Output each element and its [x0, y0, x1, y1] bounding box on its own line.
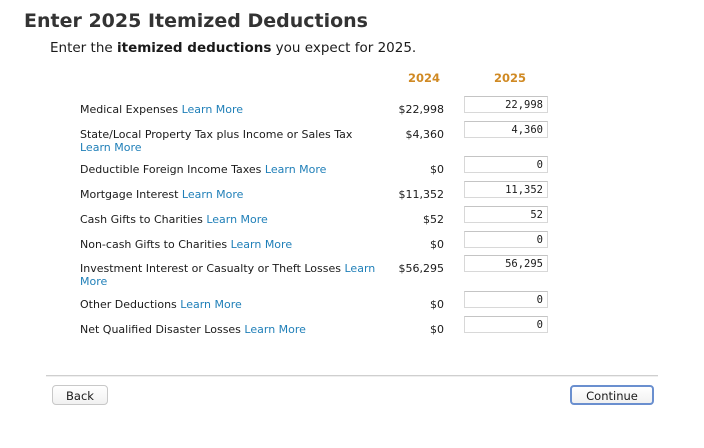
amount-input-disaster-losses[interactable] [464, 316, 548, 333]
amount-input-state-local-tax[interactable] [464, 121, 548, 138]
prior-year-value: $52 [423, 213, 444, 226]
back-button[interactable]: Back [52, 385, 108, 405]
row-label-text: Mortgage Interest [80, 188, 179, 201]
amount-input-mortgage-interest[interactable] [464, 181, 548, 198]
page-title: Enter 2025 Itemized Deductions [24, 10, 368, 32]
row-label-text: Other Deductions [80, 298, 177, 311]
row-label: State/Local Property Tax plus Income or … [80, 128, 380, 154]
prior-year-value: $11,352 [398, 188, 445, 201]
learn-more-link[interactable]: Learn More [244, 323, 306, 336]
amount-input-foreign-income-taxes[interactable] [464, 156, 548, 173]
amount-input-medical-expenses[interactable] [464, 96, 548, 113]
column-header-2025: 2025 [494, 71, 527, 85]
row-label: Mortgage Interest Learn More [80, 188, 380, 201]
subtitle-suffix: you expect for 2025. [271, 40, 417, 56]
row-label: Other Deductions Learn More [80, 298, 380, 311]
amount-input-investment-interest[interactable] [464, 255, 548, 272]
subtitle-bold: itemized deductions [116, 40, 272, 56]
subtitle: Enter the itemized deductions you expect… [50, 40, 416, 56]
row-label: Investment Interest or Casualty or Theft… [80, 262, 380, 288]
learn-more-link[interactable]: Learn More [80, 141, 142, 154]
prior-year-value: $4,360 [405, 128, 445, 141]
row-label-text: Cash Gifts to Charities [80, 213, 203, 226]
row-label: Cash Gifts to Charities Learn More [80, 213, 380, 226]
row-label: Medical Expenses Learn More [80, 103, 380, 116]
row-label-text: Deductible Foreign Income Taxes [80, 163, 262, 176]
learn-more-link[interactable]: Learn More [180, 298, 242, 311]
amount-input-other-deductions[interactable] [464, 291, 548, 308]
learn-more-link[interactable]: Learn More [181, 188, 244, 201]
prior-year-value: $0 [430, 163, 444, 176]
row-label-text: Net Qualified Disaster Losses [80, 323, 241, 336]
row-label-text: State/Local Property Tax plus Income or … [80, 128, 353, 141]
learn-more-link[interactable]: Learn More [206, 213, 268, 226]
prior-year-value: $56,295 [398, 262, 445, 275]
row-label-text: Investment Interest or Casualty or Theft… [80, 262, 341, 275]
amount-input-cash-gifts[interactable] [464, 206, 548, 223]
prior-year-value: $0 [430, 298, 444, 311]
row-label: Deductible Foreign Income Taxes Learn Mo… [80, 163, 380, 176]
row-label: Net Qualified Disaster Losses Learn More [80, 323, 380, 336]
learn-more-link[interactable]: Learn More [264, 163, 327, 176]
footer-divider [46, 375, 658, 376]
learn-more-link[interactable]: Learn More [80, 262, 376, 288]
prior-year-value: $0 [430, 238, 444, 251]
prior-year-value: $0 [430, 323, 444, 336]
row-label: Non-cash Gifts to Charities Learn More [80, 238, 380, 251]
subtitle-prefix: Enter the [50, 40, 117, 56]
learn-more-link[interactable]: Learn More [181, 103, 244, 116]
continue-button[interactable]: Continue [570, 385, 654, 405]
prior-year-value: $22,998 [398, 103, 445, 116]
row-label-text: Medical Expenses [80, 103, 179, 116]
column-header-2024: 2024 [408, 71, 441, 85]
learn-more-link[interactable]: Learn More [230, 238, 293, 251]
row-label-text: Non-cash Gifts to Charities [80, 238, 228, 251]
amount-input-noncash-gifts[interactable] [464, 231, 548, 248]
